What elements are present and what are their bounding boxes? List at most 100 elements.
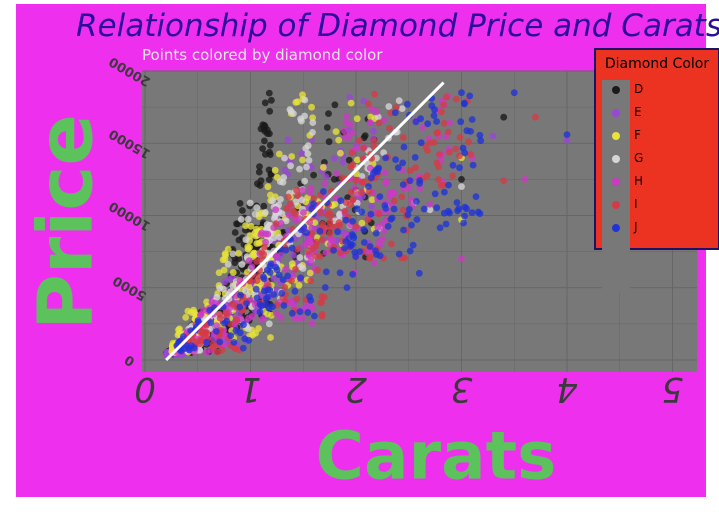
scatter-point-F	[335, 136, 343, 144]
scatter-point-G	[282, 217, 290, 225]
scatter-point-I	[449, 172, 456, 180]
scatter-point-H	[236, 276, 244, 284]
scatter-point-H	[341, 127, 348, 135]
scatter-point-I	[352, 223, 359, 231]
scatter-point-F	[176, 325, 183, 333]
scatter-point-G	[287, 162, 294, 170]
scatter-point-H	[419, 124, 427, 131]
scatter-point-E	[289, 251, 297, 259]
scatter-point-H	[308, 319, 316, 327]
scatter-point-J	[366, 243, 374, 250]
scatter-point-J	[303, 229, 311, 237]
scatter-point-H	[307, 257, 315, 265]
scatter-point-J	[404, 100, 411, 108]
scatter-point-I	[364, 216, 372, 224]
scatter-point-H	[302, 241, 309, 248]
scatter-point-I	[222, 309, 230, 317]
legend-marker	[612, 155, 620, 163]
scatter-point-J	[400, 226, 407, 234]
scatter-point-J	[288, 309, 296, 317]
scatter-point-J	[341, 244, 348, 252]
scatter-point-H	[380, 227, 388, 234]
scatter-point-D	[266, 141, 274, 149]
scatter-point-F	[247, 222, 255, 230]
scatter-point-G	[242, 236, 250, 244]
scatter-point-H	[416, 184, 424, 192]
legend-marker	[612, 86, 620, 94]
scatter-point-I	[398, 193, 406, 201]
scatter-point-G	[301, 177, 308, 185]
scatter-point-H	[379, 235, 387, 243]
scatter-point-I	[293, 295, 301, 303]
scatter-point-J	[352, 253, 360, 260]
scatter-point-F	[267, 334, 274, 341]
scatter-point-I	[292, 266, 299, 273]
scatter-point-I	[333, 222, 341, 230]
scatter-point-J	[404, 211, 412, 219]
scatter-point-F	[184, 307, 192, 315]
scatter-point-D	[265, 176, 273, 184]
scatter-point-J	[461, 149, 469, 157]
scatter-point-J	[399, 159, 407, 167]
scatter-point-D	[261, 123, 269, 130]
scatter-point-G	[261, 209, 269, 216]
y-axis-label: Price	[20, 114, 110, 330]
scatter-point-D	[261, 137, 268, 145]
scatter-point-J	[349, 270, 357, 278]
scatter-point-I	[360, 144, 367, 152]
scatter-point-F	[299, 156, 306, 164]
scatter-point-J	[284, 272, 292, 280]
scatter-point-F	[271, 166, 279, 174]
scatter-point-I	[500, 177, 508, 185]
scatter-point-J	[258, 302, 265, 310]
scatter-point-J	[252, 285, 260, 293]
scatter-point-F	[306, 269, 314, 277]
scatter-point-J	[245, 336, 253, 344]
scatter-point-I	[444, 128, 452, 136]
scatter-point-D	[325, 138, 333, 146]
scatter-point-J	[408, 221, 415, 229]
scatter-point-J	[356, 248, 364, 256]
scatter-point-I	[392, 104, 400, 111]
scatter-point-G	[336, 210, 344, 218]
scatter-point-J	[374, 165, 381, 173]
scatter-point-E	[221, 278, 229, 286]
scatter-point-J	[416, 177, 424, 184]
scatter-point-F	[320, 164, 327, 171]
scatter-point-I	[253, 277, 261, 284]
scatter-point-J	[441, 188, 448, 196]
scatter-point-H	[248, 313, 256, 320]
scatter-point-G	[286, 106, 294, 113]
scatter-point-J	[510, 89, 518, 97]
legend-label: H	[634, 174, 644, 188]
scatter-point-I	[424, 147, 431, 155]
scatter-point-J	[230, 339, 238, 346]
legend-marker	[612, 132, 620, 140]
scatter-point-I	[435, 163, 442, 171]
scatter-point-J	[424, 120, 432, 128]
scatter-point-J	[453, 199, 461, 206]
scatter-point-F	[332, 128, 340, 135]
scatter-point-I	[283, 205, 291, 213]
scatter-point-J	[460, 219, 467, 227]
scatter-point-I	[233, 316, 241, 324]
scatter-point-J	[442, 220, 450, 228]
scatter-point-J	[203, 338, 211, 346]
scatter-point-J	[256, 308, 264, 316]
scatter-point-J	[342, 238, 350, 246]
chart-figure: 0 1 2 3 4 5 0 5000 10000 15000 20000 Relationship …	[16, 4, 719, 497]
scatter-point-I	[412, 164, 419, 172]
scatter-point-J	[360, 239, 368, 246]
scatter-point-I	[285, 193, 292, 201]
scatter-point-I	[399, 134, 407, 141]
scatter-point-J	[458, 89, 465, 97]
scatter-point-I	[305, 248, 312, 255]
scatter-point-I	[272, 220, 280, 228]
scatter-point-E	[563, 137, 571, 144]
scatter-point-J	[311, 312, 318, 320]
scatter-point-H	[342, 133, 349, 141]
scatter-point-I	[317, 208, 325, 216]
scatter-point-J	[347, 243, 354, 250]
scatter-point-J	[272, 263, 280, 271]
